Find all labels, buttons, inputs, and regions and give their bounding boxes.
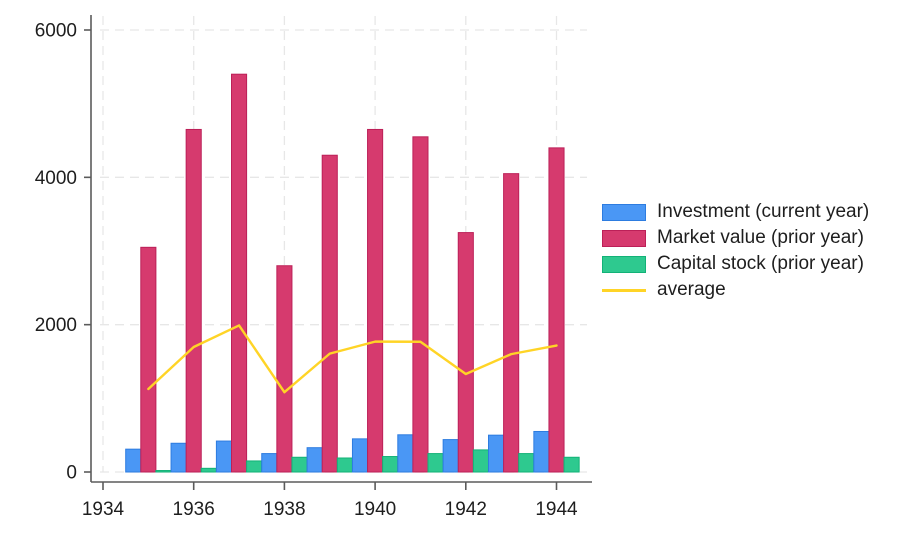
bar-series2-1943 [518,453,535,473]
legend-label-market-value: Market value (prior year) [657,227,864,248]
legend-item-market-value: Market value (prior year) [602,225,869,251]
legend-line-average [602,288,646,292]
average-line [147,324,558,394]
bar-series1-1937 [231,73,248,473]
bar-series2-1937 [246,460,263,473]
y-tick-label: 6000 [35,21,77,42]
bar-series0-1935 [125,448,142,473]
x-tick-label: 1934 [82,499,125,520]
bar-series1-1942 [457,232,474,473]
y-tick-label: 2000 [35,315,77,336]
bar-series0-1938 [261,453,278,473]
y-tick-label: 4000 [35,168,77,189]
x-tick-label: 1942 [445,499,487,520]
bar-series0-1942 [442,439,459,473]
bar-series0-1944 [533,430,550,473]
bar-series1-1940 [367,128,384,473]
bar-series0-1936 [170,442,187,473]
bar-series2-1939 [336,457,353,473]
legend-label-average: average [657,279,726,300]
bar-series0-1937 [215,440,232,473]
bar-series2-1936 [200,467,217,473]
legend-swatch-investment [602,203,646,221]
legend-item-capital-stock: Capital stock (prior year) [602,251,869,277]
bar-series1-1935 [140,246,157,473]
bar-series1-1939 [321,154,338,473]
bar-series0-1940 [351,438,369,473]
bar-series2-1941 [427,453,444,473]
bar-series1-1936 [185,128,202,473]
x-tick-label: 1936 [173,499,215,520]
bar-series0-1939 [306,447,323,473]
legend-label-investment: Investment (current year) [657,201,870,222]
legend-swatch-market-value [602,229,646,247]
bar-series1-1941 [412,136,429,473]
legend-item-investment: Investment (current year) [602,199,869,225]
bar-series1-1943 [503,173,520,473]
legend-label-capital-stock: Capital stock (prior year) [657,253,864,274]
bar-series1-1938 [276,265,293,473]
bar-series0-1941 [397,434,414,473]
bar-series0-1943 [488,434,505,473]
y-tick-label: 0 [66,463,77,484]
bar-series2-1938 [291,456,308,473]
x-tick-label: 1944 [535,499,578,520]
bar-series1-1944 [548,147,565,473]
chart-legend: Investment (current year) Market value (… [602,199,869,303]
bar-series2-1944 [563,456,580,473]
x-tick-label: 1938 [263,499,305,520]
bar-series2-1942 [472,449,489,473]
legend-item-average: average [602,277,869,303]
legend-swatch-capital-stock [602,255,646,273]
bar-series2-1940 [382,456,399,473]
x-tick-label: 1940 [354,499,396,520]
bar-series2-1935 [155,470,172,473]
